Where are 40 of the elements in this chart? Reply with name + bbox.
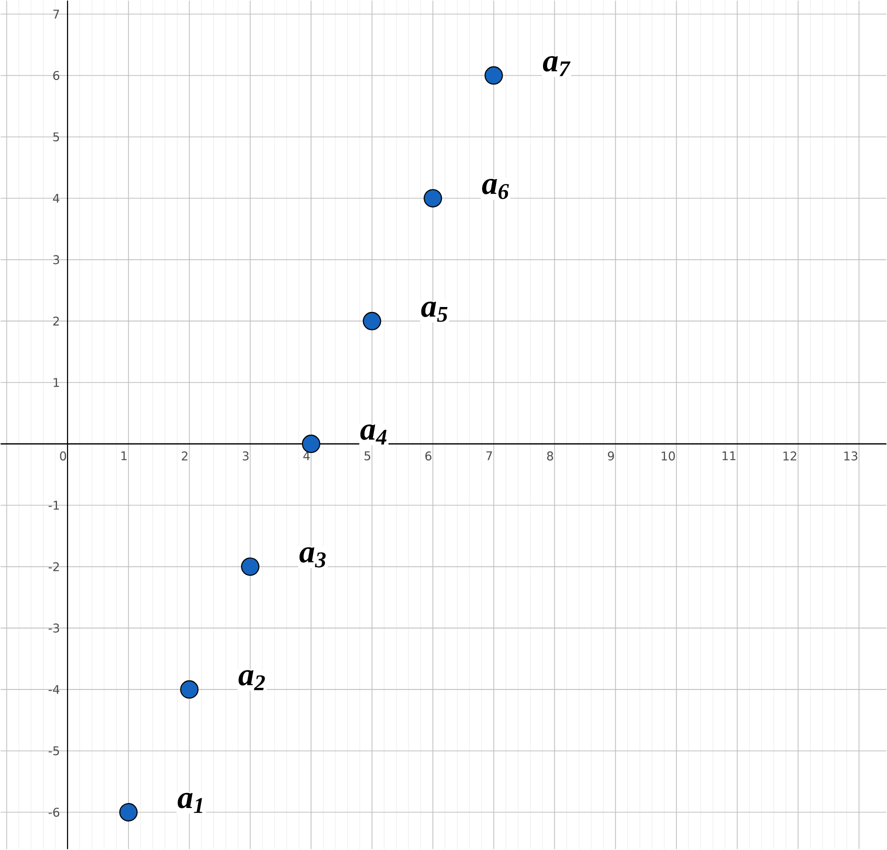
annotation: a$_{6}$ <box>482 179 509 200</box>
annotation: a$_{4}$ <box>360 424 386 445</box>
x-tick-label: 9 <box>608 452 614 461</box>
annotation: a$_{5}$ <box>421 302 448 322</box>
x-tick-label: 11 <box>722 452 736 460</box>
point <box>119 803 138 822</box>
y-tick-label: -5 <box>48 746 59 756</box>
point <box>302 434 320 454</box>
point <box>241 558 260 576</box>
y-tick-label: -4 <box>48 685 60 694</box>
y-tick-label: -1 <box>48 501 59 510</box>
annotation: a$_{2}$ <box>238 670 265 690</box>
y-tick-label: -3 <box>48 624 60 633</box>
y-tick-label: 2 <box>53 316 59 326</box>
y-tick-label: 4 <box>52 194 60 203</box>
y-tick-label: 1 <box>54 378 59 387</box>
y-tick-label: 6 <box>53 71 60 80</box>
point <box>424 189 442 208</box>
x-tick-label: 12 <box>783 452 796 460</box>
annotation: a$_{3}$ <box>299 547 326 568</box>
y-tick-label: 7 <box>53 10 59 19</box>
y-tick-label: -2 <box>48 562 59 572</box>
x-tick-label: 0 <box>60 452 66 461</box>
x-tick-label: 3 <box>242 452 249 461</box>
x-tick-label: 10 <box>662 452 675 461</box>
x-tick-label: 13 <box>844 452 858 461</box>
x-tick-label: 8 <box>547 452 554 461</box>
point <box>362 312 382 330</box>
annotation: a$_{1}$ <box>178 793 202 814</box>
y-tick-label: -6 <box>48 808 60 817</box>
point <box>484 66 503 85</box>
x-tick-label: 5 <box>364 452 370 460</box>
point <box>180 680 199 699</box>
x-tick-label: 6 <box>425 452 432 461</box>
x-tick-label: 2 <box>182 452 188 460</box>
x-tick-label: 1 <box>121 452 127 460</box>
y-tick-label: 3 <box>53 255 60 264</box>
annotation: a$_{7}$ <box>542 56 571 76</box>
y-tick-label: 5 <box>53 132 59 142</box>
x-tick-label: 7 <box>486 452 492 460</box>
